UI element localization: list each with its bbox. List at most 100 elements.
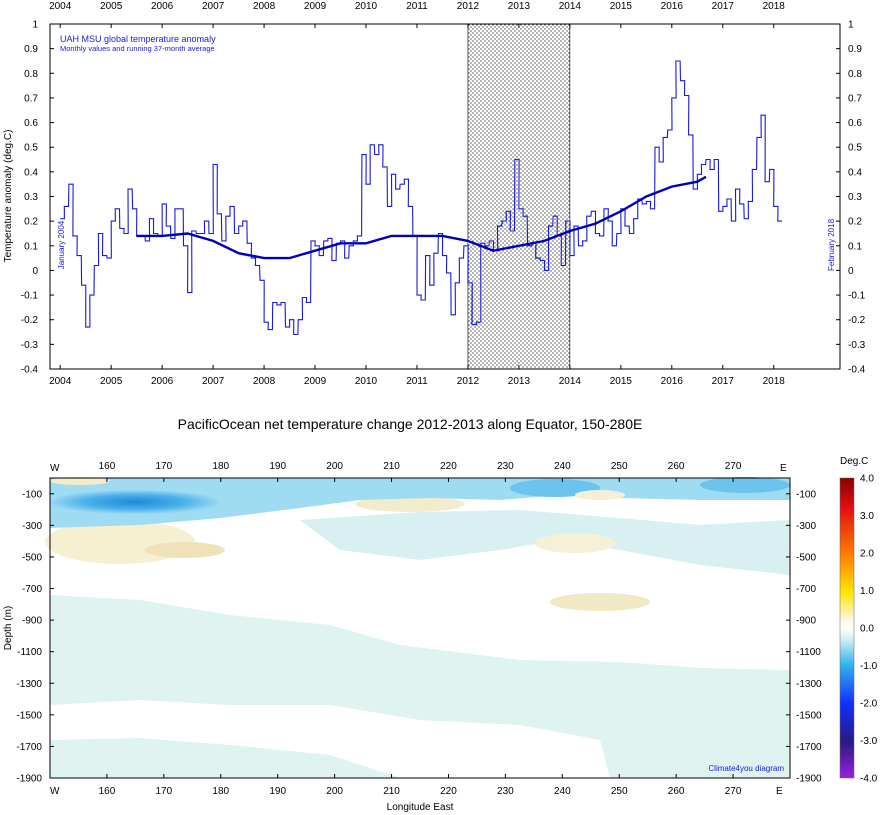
depth-tick-label: -1300 xyxy=(16,679,42,690)
depth-tick-label-right: -500 xyxy=(796,552,816,563)
cool-region-deep xyxy=(50,595,790,778)
colorbar-tick-label: 2.0 xyxy=(860,549,874,560)
lon-tick-label-top: 160 xyxy=(99,461,116,472)
y-tick-label: -0.1 xyxy=(21,291,39,302)
x-tick-label-top: 2007 xyxy=(202,1,225,12)
lon-tick-label-top: 210 xyxy=(383,461,400,472)
lon-tick-label: 170 xyxy=(156,786,173,797)
lon-tick-label: 210 xyxy=(383,786,400,797)
y-tick-label-right: 0.7 xyxy=(848,93,862,104)
lon-tick-label-top: 240 xyxy=(554,461,571,472)
y-tick-label: 0.1 xyxy=(24,241,38,252)
x-axis-ticks: 2004 2004 2005 2005 2006 2006 2007 2007 2008 2008… xyxy=(49,1,785,387)
east-label-top: E xyxy=(780,463,787,474)
depth-tick-label-right: -100 xyxy=(796,489,816,500)
annotation-start: January 2004 xyxy=(57,220,66,269)
lon-tick-label-top: 220 xyxy=(440,461,457,472)
cool-region-right xyxy=(620,718,790,778)
x-tick-label: 2006 xyxy=(151,376,174,387)
cold-core-far-east xyxy=(700,477,790,493)
warm-surface-spot xyxy=(575,490,625,500)
x-tick-label: 2007 xyxy=(202,376,225,387)
x-tick-label-top: 2004 xyxy=(49,1,72,12)
lon-tick-label-top: 170 xyxy=(156,461,173,472)
colorbar-tick-label: -4.0 xyxy=(860,774,878,785)
depth-tick-label: -700 xyxy=(22,584,42,595)
warm-patch-4 xyxy=(550,593,650,611)
depth-tick-label: -300 xyxy=(22,521,42,532)
y-tick-label-right: -0.3 xyxy=(848,340,866,351)
lon-tick-label: 270 xyxy=(725,786,742,797)
annotation-end: February 2018 xyxy=(827,218,836,271)
y-tick-label-right: 0 xyxy=(848,266,854,277)
y-tick-label: 1 xyxy=(32,20,38,31)
y-axis-ticks: -0.4 -0.4 -0.3 -0.3 -0.2 -0.2 -0.1 -0.1 0 0 0.1 0.1… xyxy=(21,20,866,376)
x-tick-label: 2008 xyxy=(253,376,276,387)
depth-tick-label: -1100 xyxy=(17,647,42,658)
y-tick-label: -0.2 xyxy=(21,315,39,326)
heatmap-field xyxy=(45,477,790,778)
lon-tick-label: 200 xyxy=(326,786,343,797)
depth-tick-label-right: -1500 xyxy=(796,710,822,721)
x-tick-label: 2014 xyxy=(559,376,582,387)
y-tick-label: 0.6 xyxy=(24,118,38,129)
x-tick-label-top: 2010 xyxy=(355,1,378,12)
west-label-top: W xyxy=(50,463,60,474)
depth-tick-label-right: -1300 xyxy=(796,679,822,690)
y-tick-label: 0 xyxy=(32,266,38,277)
warm-patch-2 xyxy=(145,542,225,558)
lon-tick-label-top: 230 xyxy=(497,461,514,472)
depth-tick-label: -1900 xyxy=(16,774,42,785)
colorbar-tick-label: 0.0 xyxy=(860,624,874,635)
warm-patch-3 xyxy=(355,496,465,512)
lon-tick-label-top: 270 xyxy=(725,461,742,472)
depth-tick-label-right: -700 xyxy=(796,584,816,595)
x-tick-label-top: 2005 xyxy=(100,1,123,12)
cold-core-west xyxy=(50,490,220,514)
depth-ticks: -100 -100 -300 -300 -500 -500 -700 -700 -900 -900… xyxy=(16,489,822,784)
y-tick-label-right: 0.5 xyxy=(848,143,862,154)
x-tick-label: 2017 xyxy=(712,376,735,387)
y-tick-label: -0.4 xyxy=(21,365,39,376)
lon-tick-label-top: 190 xyxy=(269,461,286,472)
lon-tick-label: 260 xyxy=(668,786,685,797)
y-tick-label-right: 0.6 xyxy=(848,118,862,129)
x-tick-label: 2016 xyxy=(661,376,684,387)
x-tick-label: 2004 xyxy=(49,376,72,387)
colorbar-tick-label: -1.0 xyxy=(860,661,878,672)
x-tick-label: 2012 xyxy=(457,376,480,387)
warm-surface-west xyxy=(50,477,110,485)
depth-tick-label: -1700 xyxy=(16,742,42,753)
depth-tick-label: -100 xyxy=(22,489,42,500)
longitude-ticks: 160 160 170 170 180 180 190 190 200 200 210 210 220 2… xyxy=(99,461,742,797)
lon-tick-label: 180 xyxy=(212,786,229,797)
depth-tick-label-right: -1900 xyxy=(796,774,822,785)
monthly-values-line xyxy=(60,60,783,336)
east-label-bottom: E xyxy=(776,786,783,797)
y-tick-label: 0.2 xyxy=(24,217,38,228)
chart-title: UAH MSU global temperature anomaly xyxy=(60,34,216,44)
temperature-anomaly-chart: 2004 2004 2005 2005 2006 2006 2007 2007 2008 2008… xyxy=(3,1,866,387)
depth-tick-label-right: -1700 xyxy=(796,742,822,753)
x-tick-label: 2010 xyxy=(355,376,378,387)
lon-tick-label: 160 xyxy=(99,786,116,797)
y-tick-label-right: 0.2 xyxy=(848,217,862,228)
colorbar-tick-label: -3.0 xyxy=(860,736,878,747)
colorbar-title: Deg.C xyxy=(840,456,868,467)
x-tick-label: 2018 xyxy=(763,376,786,387)
x-tick-label: 2011 xyxy=(406,376,428,387)
warm-patch-5 xyxy=(535,533,615,553)
plot-frame xyxy=(49,23,841,370)
y-tick-label: 0.4 xyxy=(24,167,38,178)
x-tick-label-top: 2017 xyxy=(712,1,735,12)
diagram-credit: Climate4you diagram xyxy=(708,764,784,773)
y-tick-label-right: 0.9 xyxy=(848,44,862,55)
depth-tick-label: -900 xyxy=(22,616,42,627)
depth-tick-label-right: -1100 xyxy=(796,647,821,658)
y-tick-label-right: -0.1 xyxy=(848,291,866,302)
colorbar-ticks: 4.0 3.0 2.0 1.0 0.0 -1.0 -2.0 -3.0 -4.0 xyxy=(860,474,878,785)
depth-tick-label: -1500 xyxy=(16,710,42,721)
west-label-bottom: W xyxy=(50,786,60,797)
colorbar-tick-label: -2.0 xyxy=(860,699,878,710)
x-tick-label: 2009 xyxy=(304,376,327,387)
